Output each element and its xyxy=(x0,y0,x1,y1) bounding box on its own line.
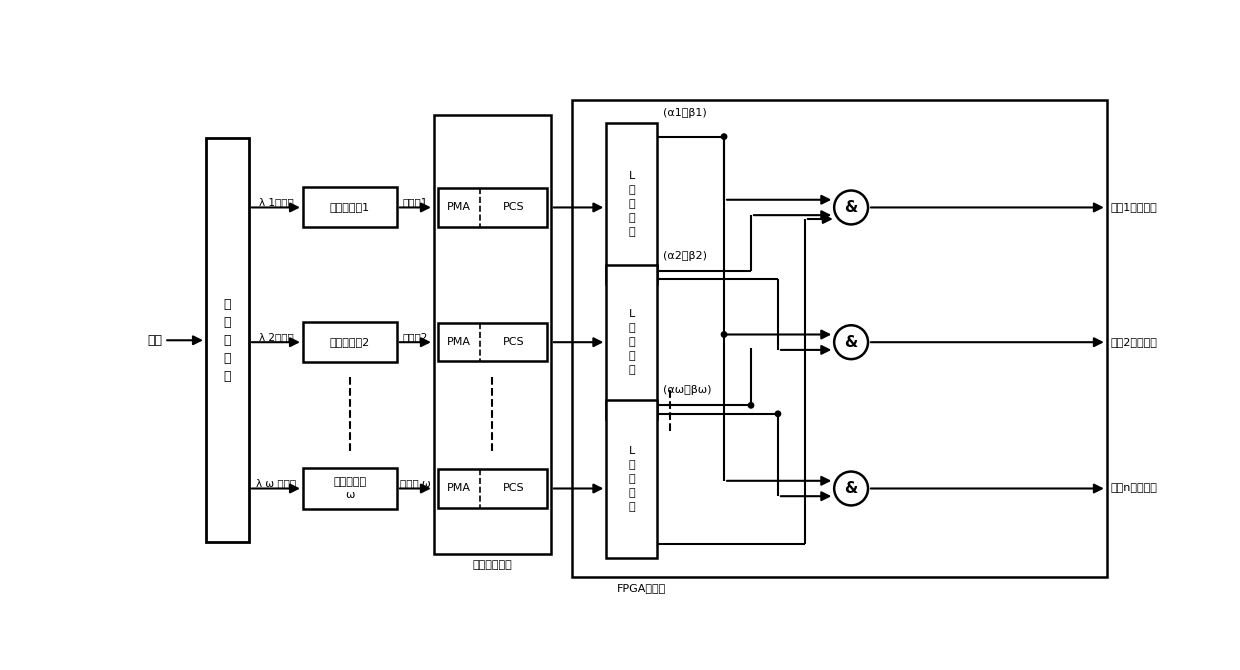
Bar xyxy=(434,115,551,554)
Circle shape xyxy=(835,190,868,224)
Bar xyxy=(303,188,397,228)
Bar xyxy=(303,468,397,509)
Text: PCS: PCS xyxy=(502,484,525,494)
Bar xyxy=(606,265,657,419)
Text: 以太网物理层: 以太网物理层 xyxy=(472,559,512,569)
Circle shape xyxy=(775,411,781,417)
Bar xyxy=(206,138,249,543)
Circle shape xyxy=(835,325,868,359)
Text: PCS: PCS xyxy=(502,337,525,347)
Circle shape xyxy=(748,403,754,408)
Text: λ 1光信号: λ 1光信号 xyxy=(258,197,294,207)
Bar xyxy=(303,322,397,362)
Bar xyxy=(438,469,547,508)
Bar xyxy=(438,323,547,361)
Bar xyxy=(573,100,1107,577)
Text: L
位
寄
存
器: L 位 寄 存 器 xyxy=(629,171,635,237)
Text: &: & xyxy=(844,335,858,350)
Text: (αω，βω): (αω，βω) xyxy=(663,385,712,395)
Text: 电信号 ω: 电信号 ω xyxy=(401,478,430,488)
Text: λ 2光信号: λ 2光信号 xyxy=(258,332,294,342)
Text: λ ω 光信号: λ ω 光信号 xyxy=(255,478,296,488)
Text: &: & xyxy=(844,481,858,496)
Text: PMA: PMA xyxy=(446,337,471,347)
Circle shape xyxy=(835,472,868,505)
Bar xyxy=(606,123,657,285)
Text: PMA: PMA xyxy=(446,484,471,494)
Text: PCS: PCS xyxy=(502,202,525,212)
Text: 波
分
复
用
器: 波 分 复 用 器 xyxy=(223,297,231,383)
Bar xyxy=(606,400,657,558)
Text: 用户n解码数据: 用户n解码数据 xyxy=(1111,484,1157,494)
Text: L
位
寄
存
器: L 位 寄 存 器 xyxy=(629,446,635,512)
Text: 电信号2: 电信号2 xyxy=(403,332,428,342)
Text: L
位
寄
存
器: L 位 寄 存 器 xyxy=(629,309,635,375)
Text: 用户1解码数据: 用户1解码数据 xyxy=(1111,202,1157,212)
Text: 光电转换器1: 光电转换器1 xyxy=(330,202,370,212)
Text: 用户2解码数据: 用户2解码数据 xyxy=(1111,337,1157,347)
Text: 光纤: 光纤 xyxy=(148,334,162,347)
Text: FPGA解码器: FPGA解码器 xyxy=(618,583,666,593)
Bar xyxy=(438,188,547,226)
Text: (α2，β2): (α2，β2) xyxy=(663,251,707,261)
Text: 光电转换器2: 光电转换器2 xyxy=(330,337,370,347)
Text: 电信号1: 电信号1 xyxy=(403,197,428,207)
Text: &: & xyxy=(844,200,858,215)
Text: 光电转换器
ω: 光电转换器 ω xyxy=(334,477,366,500)
Circle shape xyxy=(722,134,727,139)
Text: (α1，β1): (α1，β1) xyxy=(663,108,707,118)
Text: PMA: PMA xyxy=(446,202,471,212)
Circle shape xyxy=(722,332,727,337)
